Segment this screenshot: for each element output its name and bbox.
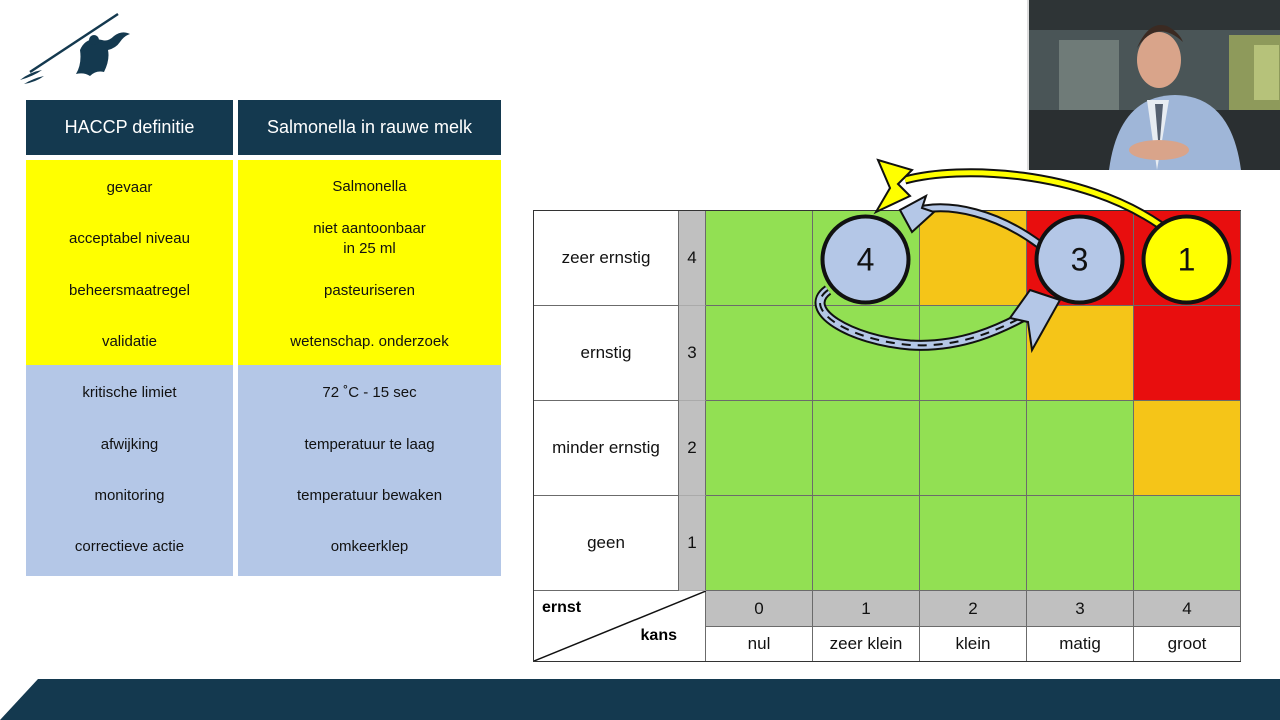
haccp-value: wetenschap. onderzoek (290, 332, 449, 350)
probability-label: klein (920, 627, 1027, 661)
haccp-term: validatie (101, 332, 158, 350)
arrowhead-blue-bottom (1008, 288, 1062, 354)
webcam-video-inset (1027, 0, 1280, 170)
risk-cell-green (920, 306, 1027, 401)
corner-label-kans: kans (640, 627, 677, 644)
footer-bar (0, 679, 1280, 720)
probability-label: groot (1134, 627, 1241, 661)
blue-block-values (238, 365, 501, 576)
risk-cell-green (706, 306, 813, 401)
probability-score: 4 (1134, 591, 1241, 627)
risk-marker-1: 1 (1141, 214, 1232, 305)
severity-label: minder ernstig (534, 401, 679, 496)
haccp-value: pasteuriseren (324, 281, 415, 299)
javelin-thrower-logo (20, 12, 130, 84)
risk-cell-green (813, 496, 920, 591)
yellow-block-terms (26, 160, 233, 365)
risk-cell-red (1134, 306, 1241, 401)
haccp-value: Salmonella (332, 178, 407, 195)
risk-cell-green (1134, 496, 1241, 591)
risk-cell-green (706, 211, 813, 306)
risk-cell-green (1027, 496, 1134, 591)
probability-label: matig (1027, 627, 1134, 661)
haccp-term: afwijking (100, 435, 159, 453)
corner-label-ernst: ernst (542, 599, 582, 616)
haccp-value: temperatuur bewaken (296, 486, 443, 504)
probability-score: 3 (1027, 591, 1134, 627)
yellow-block-values (238, 160, 501, 365)
risk-cell-green (813, 401, 920, 496)
probability-score: 0 (706, 591, 813, 627)
marker-label: 1 (1178, 242, 1196, 278)
header-salmonella: Salmonella in rauwe melk (238, 100, 501, 155)
severity-label: zeer ernstig (534, 211, 679, 306)
severity-score: 1 (679, 496, 706, 591)
probability-score: 2 (920, 591, 1027, 627)
probability-label: nul (706, 627, 813, 661)
haccp-term: kritische limiet (82, 384, 177, 402)
risk-cell-green (920, 496, 1027, 591)
blue-block-terms (26, 365, 233, 576)
risk-marker-3: 3 (1034, 214, 1125, 305)
marker-label: 4 (857, 242, 875, 278)
arrow-1-to-4 (903, 168, 1163, 229)
header-haccp-definitie: HACCP definitie (26, 100, 233, 155)
matrix-corner: ernst kans (534, 591, 706, 661)
severity-score: 2 (679, 401, 706, 496)
marker-circle (820, 214, 911, 305)
haccp-term: monitoring (94, 486, 165, 504)
haccp-value: omkeerklep (330, 538, 409, 556)
arrowhead-blue-top (898, 193, 936, 234)
haccp-term: acceptabel niveau (69, 230, 190, 248)
probability-score: 1 (813, 591, 920, 627)
marker-circle (1034, 214, 1125, 305)
haccp-value: temperatuur te laag (304, 435, 435, 453)
risk-cell-green (920, 401, 1027, 496)
risk-cell-green (706, 496, 813, 591)
severity-score: 4 (679, 211, 706, 306)
probability-label: zeer klein (813, 627, 920, 661)
risk-cell-green (1027, 401, 1134, 496)
haccp-value: niet aantoonbaar in 25 ml (313, 220, 426, 258)
arrowhead-yellow (873, 158, 914, 215)
marker-circle (1141, 214, 1232, 305)
haccp-value: 72 ˚C - 15 sec (322, 384, 417, 402)
marker-label: 3 (1071, 242, 1089, 278)
haccp-term: beheersmaatregel (69, 281, 190, 299)
risk-marker-4: 4 (820, 214, 911, 305)
severity-score: 3 (679, 306, 706, 401)
presenter-video-frame (1029, 0, 1280, 170)
severity-label: ernstig (534, 306, 679, 401)
severity-label: geen (534, 496, 679, 591)
haccp-term: correctieve actie (74, 538, 185, 556)
risk-cell-amber (1134, 401, 1241, 496)
haccp-term: gevaar (106, 179, 153, 196)
risk-cell-green (706, 401, 813, 496)
